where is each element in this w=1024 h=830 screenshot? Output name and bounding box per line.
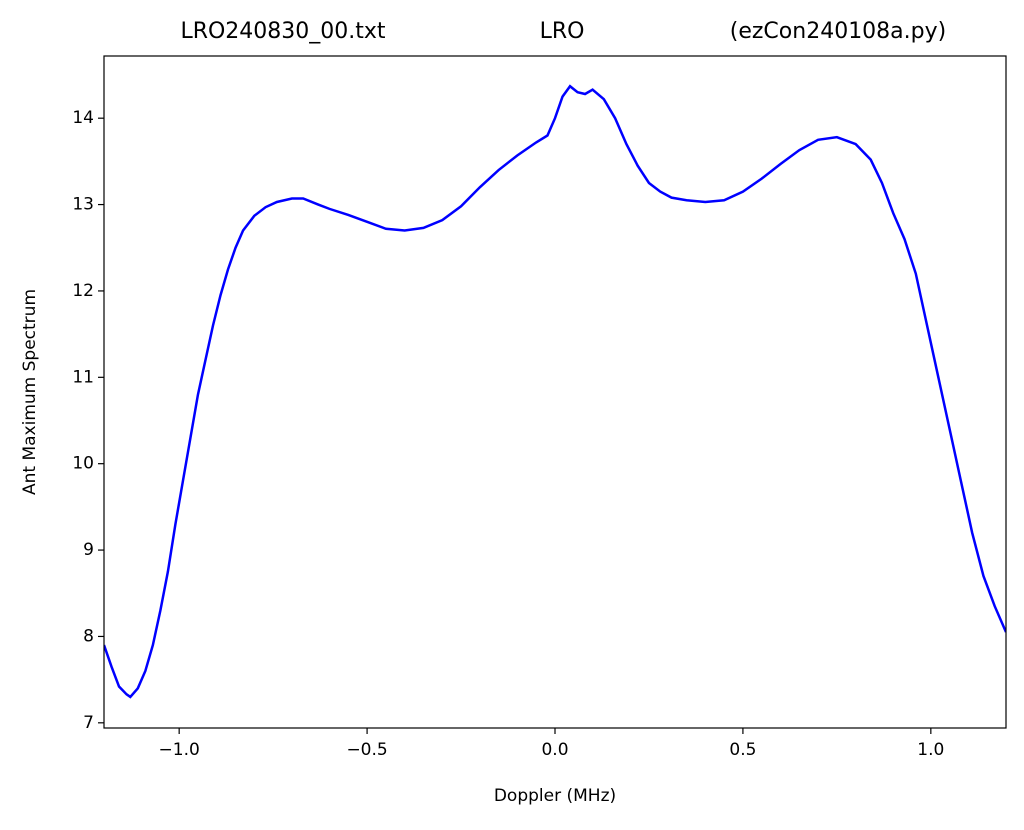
y-tick-label: 14 — [72, 108, 94, 128]
x-tick-label: 0.5 — [729, 740, 756, 760]
y-tick-label: 10 — [72, 454, 94, 474]
chart-title: LRO — [540, 19, 585, 44]
x-tick-label: −1.0 — [159, 740, 200, 760]
y-axis-label: Ant Maximum Spectrum — [20, 289, 40, 495]
y-tick-label: 11 — [72, 367, 94, 387]
y-tick-label: 12 — [72, 281, 94, 301]
chart-title: LRO240830_00.txt — [180, 19, 385, 44]
chart-title: (ezCon240108a.py) — [730, 19, 946, 44]
y-tick-label: 13 — [72, 195, 94, 215]
x-tick-label: −0.5 — [346, 740, 387, 760]
plot-frame — [103, 55, 1007, 729]
data-line — [104, 84, 1006, 699]
y-tick-label: 8 — [83, 626, 94, 646]
x-tick-label: 0.0 — [541, 740, 568, 760]
x-axis-label: Doppler (MHz) — [494, 786, 616, 806]
y-tick-label: 7 — [83, 713, 94, 733]
y-tick-label: 9 — [83, 540, 94, 560]
x-tick-label: 1.0 — [917, 740, 944, 760]
